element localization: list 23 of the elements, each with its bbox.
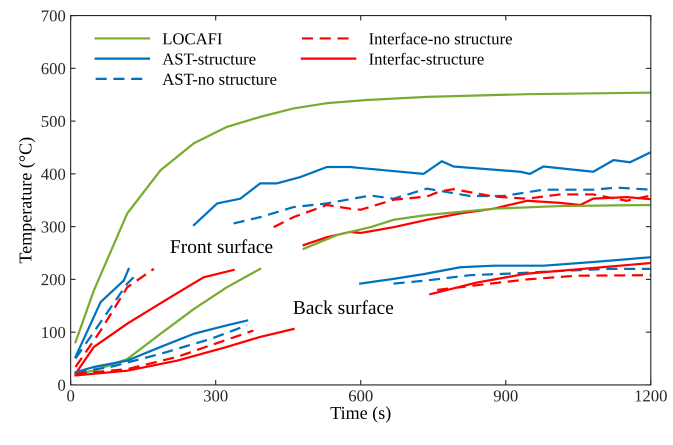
y-tick-label: 0 (58, 380, 66, 391)
y-axis-title: Temperature (°C) (18, 138, 36, 264)
legend-label: Interface-no structure (369, 32, 512, 44)
legend-label: AST-structure (162, 53, 256, 65)
x-tick-label: 1200 (636, 390, 667, 402)
y-tick-label: 700 (42, 10, 66, 22)
y-tick-label: 100 (42, 326, 66, 338)
x-tick-label: 900 (494, 390, 518, 402)
legend-label: AST-no structure (162, 74, 276, 85)
annotation: Back surface (293, 300, 394, 314)
y-tick-label: 600 (42, 63, 66, 74)
x-axis-title: Time (s) (330, 406, 390, 423)
x-tick-label: 0 (67, 390, 74, 402)
y-tick-label: 400 (41, 168, 66, 180)
legend-label: Interfac-structure (369, 52, 484, 65)
x-tick-label: 300 (204, 390, 228, 402)
annotation: Front surface (170, 239, 272, 254)
x-tick-label: 600 (348, 390, 373, 402)
line-series (74, 92, 651, 344)
y-tick-label: 200 (42, 274, 66, 286)
y-tick-label: 500 (42, 116, 66, 128)
y-tick-label: 300 (42, 221, 66, 233)
legend-label: LOCAFI (162, 33, 222, 44)
